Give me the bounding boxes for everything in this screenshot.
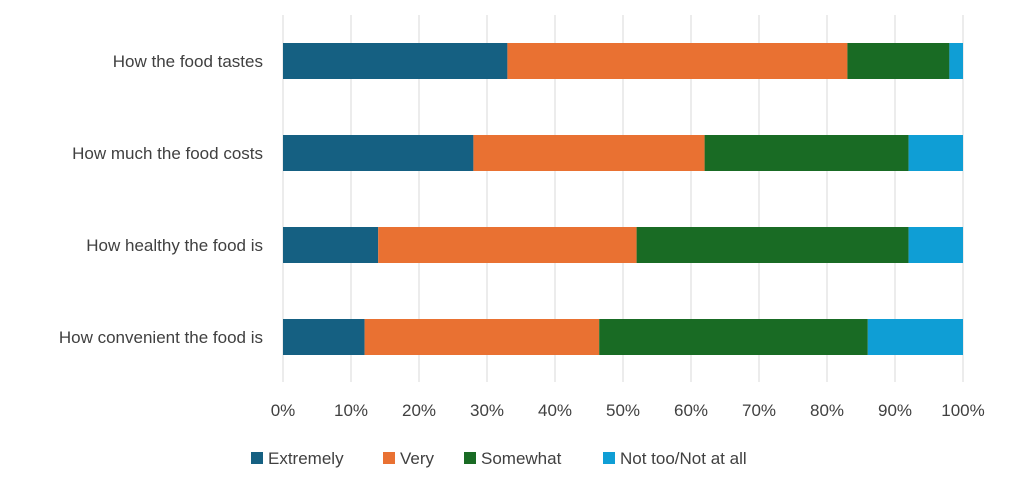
x-tick-label: 50% xyxy=(606,401,640,420)
x-tick-label: 100% xyxy=(941,401,984,420)
bars xyxy=(283,43,963,355)
bar-segment-somewhat xyxy=(704,135,909,171)
x-tick-label: 80% xyxy=(810,401,844,420)
bar-segment-somewhat xyxy=(847,43,950,79)
bar-segment-very xyxy=(378,227,637,263)
x-tick-label: 20% xyxy=(402,401,436,420)
bar-segment-somewhat xyxy=(636,227,909,263)
bar-segment-extremely xyxy=(283,135,474,171)
bar-segment-not-too-not-at-all xyxy=(867,319,963,355)
bar-segment-extremely xyxy=(283,227,379,263)
legend-label: Extremely xyxy=(268,449,344,468)
legend-swatch xyxy=(464,452,476,464)
x-tick-label: 0% xyxy=(271,401,296,420)
legend: Extremely Very Somewhat Not too/Not at all xyxy=(251,449,747,468)
bar-segment-extremely xyxy=(283,43,508,79)
bar-segment-not-too-not-at-all xyxy=(908,227,963,263)
x-tick-label: 60% xyxy=(674,401,708,420)
legend-label: Very xyxy=(400,449,435,468)
legend-swatch xyxy=(383,452,395,464)
category-label: How much the food costs xyxy=(72,144,263,163)
bar-segment-not-too-not-at-all xyxy=(949,43,963,79)
x-tick-label: 70% xyxy=(742,401,776,420)
bar-segment-not-too-not-at-all xyxy=(908,135,963,171)
legend-label: Not too/Not at all xyxy=(620,449,747,468)
bar-segment-very xyxy=(507,43,848,79)
category-label: How healthy the food is xyxy=(86,236,263,255)
x-axis-tick-labels: 0% 10% 20% 30% 40% 50% 60% 70% 80% 90% 100% xyxy=(271,401,985,420)
x-tick-label: 10% xyxy=(334,401,368,420)
legend-swatch xyxy=(251,452,263,464)
category-label: How the food tastes xyxy=(113,52,263,71)
category-labels: How the food tastes How much the food cos… xyxy=(59,52,263,347)
bar-segment-somewhat xyxy=(599,319,868,355)
x-tick-label: 30% xyxy=(470,401,504,420)
bar-segment-very xyxy=(473,135,705,171)
x-tick-label: 40% xyxy=(538,401,572,420)
bar-segment-very xyxy=(364,319,600,355)
legend-label: Somewhat xyxy=(481,449,562,468)
category-label: How convenient the food is xyxy=(59,328,263,347)
x-tick-label: 90% xyxy=(878,401,912,420)
legend-swatch xyxy=(603,452,615,464)
bar-segment-extremely xyxy=(283,319,365,355)
